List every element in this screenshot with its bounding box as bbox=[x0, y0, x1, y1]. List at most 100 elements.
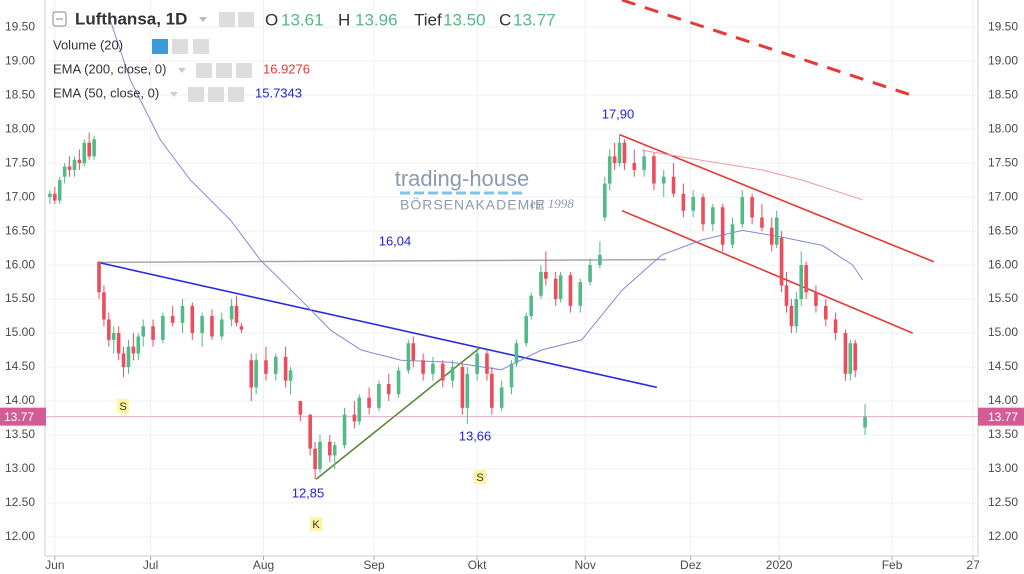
candle-body bbox=[652, 156, 656, 184]
candle-body bbox=[529, 295, 533, 317]
candle-body bbox=[863, 416, 867, 428]
candle-body bbox=[774, 217, 779, 245]
candle-body bbox=[72, 159, 77, 170]
candle-body bbox=[406, 343, 411, 371]
candle-body bbox=[421, 360, 425, 374]
candle-body bbox=[141, 326, 146, 337]
x-tick-label: Dez bbox=[680, 558, 701, 572]
candle-body bbox=[779, 237, 784, 286]
ohlc-label: C bbox=[499, 10, 511, 29]
last-price-label: 13.77 bbox=[4, 410, 34, 424]
x-tick-label: 27 bbox=[966, 558, 980, 572]
dropdown-arrow[interactable] bbox=[170, 92, 178, 97]
ohlc-label: Tief bbox=[414, 10, 442, 29]
candle-body bbox=[87, 142, 91, 157]
candle-body bbox=[161, 316, 165, 340]
y-tick-label: 15.00 bbox=[988, 325, 1018, 339]
settings-icon[interactable] bbox=[208, 87, 224, 102]
candle-body bbox=[431, 363, 435, 374]
eye-icon[interactable] bbox=[196, 63, 212, 78]
eye-icon[interactable] bbox=[188, 87, 204, 102]
candle-body bbox=[180, 305, 185, 323]
candle-body bbox=[308, 414, 312, 449]
settings-icon[interactable] bbox=[172, 39, 188, 54]
candle-body bbox=[804, 265, 808, 293]
candle-body bbox=[760, 217, 764, 228]
candle-body bbox=[328, 441, 332, 456]
remove-icon[interactable] bbox=[228, 87, 244, 102]
y-tick-label: 16.50 bbox=[988, 223, 1018, 237]
candle-body bbox=[77, 159, 82, 164]
y-tick-label: 13.00 bbox=[5, 461, 35, 475]
last-price-tag bbox=[978, 407, 1024, 426]
candle-body bbox=[661, 176, 666, 184]
candle-body bbox=[460, 367, 465, 408]
dropdown-arrow[interactable] bbox=[199, 17, 207, 22]
indicator-name: Volume (20) bbox=[53, 37, 123, 52]
collapse-icon[interactable] bbox=[52, 11, 67, 27]
remove-icon[interactable] bbox=[236, 63, 252, 78]
eye-icon[interactable] bbox=[219, 12, 235, 27]
candle-body bbox=[131, 346, 136, 354]
candle-body bbox=[273, 356, 278, 374]
settings-icon[interactable] bbox=[238, 12, 254, 27]
candle-body bbox=[544, 271, 548, 279]
x-tick-label: Jun bbox=[45, 558, 64, 572]
candle-body bbox=[490, 373, 494, 408]
candle-body bbox=[607, 156, 612, 184]
candle-body bbox=[97, 261, 101, 293]
candle-body bbox=[612, 156, 617, 164]
candle-body bbox=[681, 193, 686, 211]
x-tick-label: Nov bbox=[574, 558, 595, 572]
candle-body bbox=[588, 265, 592, 283]
price-annotation: 16,04 bbox=[379, 233, 412, 248]
candle-body bbox=[111, 333, 116, 340]
y-tick-label: 18.00 bbox=[988, 121, 1018, 135]
candle-body bbox=[121, 353, 126, 368]
indicator-name: EMA (50, close, 0) bbox=[53, 85, 159, 100]
indicator-value: 15.7343 bbox=[255, 85, 302, 100]
x-tick-label: Jul bbox=[143, 558, 158, 572]
remove-icon[interactable] bbox=[193, 39, 209, 54]
candle-body bbox=[499, 387, 504, 408]
candle-body bbox=[524, 316, 529, 344]
y-tick-label: 14.00 bbox=[5, 393, 35, 407]
y-tick-label: 18.50 bbox=[5, 87, 35, 101]
candle-body bbox=[823, 305, 828, 320]
candle-body bbox=[440, 363, 445, 381]
eye-icon[interactable] bbox=[152, 39, 168, 54]
candle-body bbox=[48, 193, 52, 198]
candle-body bbox=[475, 353, 479, 374]
trend-line bbox=[97, 261, 658, 389]
marker-box bbox=[117, 399, 129, 413]
candle-body bbox=[617, 142, 622, 164]
candle-body bbox=[794, 299, 799, 327]
candle-body bbox=[170, 316, 175, 323]
candle-body bbox=[53, 193, 57, 201]
candle-body bbox=[67, 166, 72, 170]
candle-body bbox=[553, 278, 558, 300]
candle-body bbox=[578, 282, 583, 306]
y-tick-label: 17.00 bbox=[988, 189, 1018, 203]
indicator-value: 16.9276 bbox=[263, 61, 310, 76]
chart-title: Lufthansa, 1D bbox=[75, 9, 187, 28]
dropdown-arrow[interactable] bbox=[178, 68, 186, 73]
candle-body bbox=[632, 163, 637, 170]
candle-body bbox=[298, 401, 303, 415]
candle-body bbox=[740, 197, 745, 225]
y-tick-label: 12.00 bbox=[988, 529, 1018, 543]
candle-body bbox=[249, 360, 254, 388]
settings-icon[interactable] bbox=[216, 63, 232, 78]
candle-body bbox=[229, 305, 234, 320]
y-tick-label: 17.50 bbox=[5, 155, 35, 169]
y-tick-label: 15.00 bbox=[5, 325, 35, 339]
marker-box bbox=[474, 470, 486, 484]
ohlc-label: O bbox=[265, 10, 278, 29]
candle-body bbox=[701, 197, 705, 225]
candle-body bbox=[116, 333, 121, 354]
candle-body bbox=[691, 197, 695, 211]
candle-body bbox=[151, 326, 155, 340]
y-tick-label: 12.50 bbox=[5, 495, 35, 509]
candle-body bbox=[711, 207, 715, 225]
